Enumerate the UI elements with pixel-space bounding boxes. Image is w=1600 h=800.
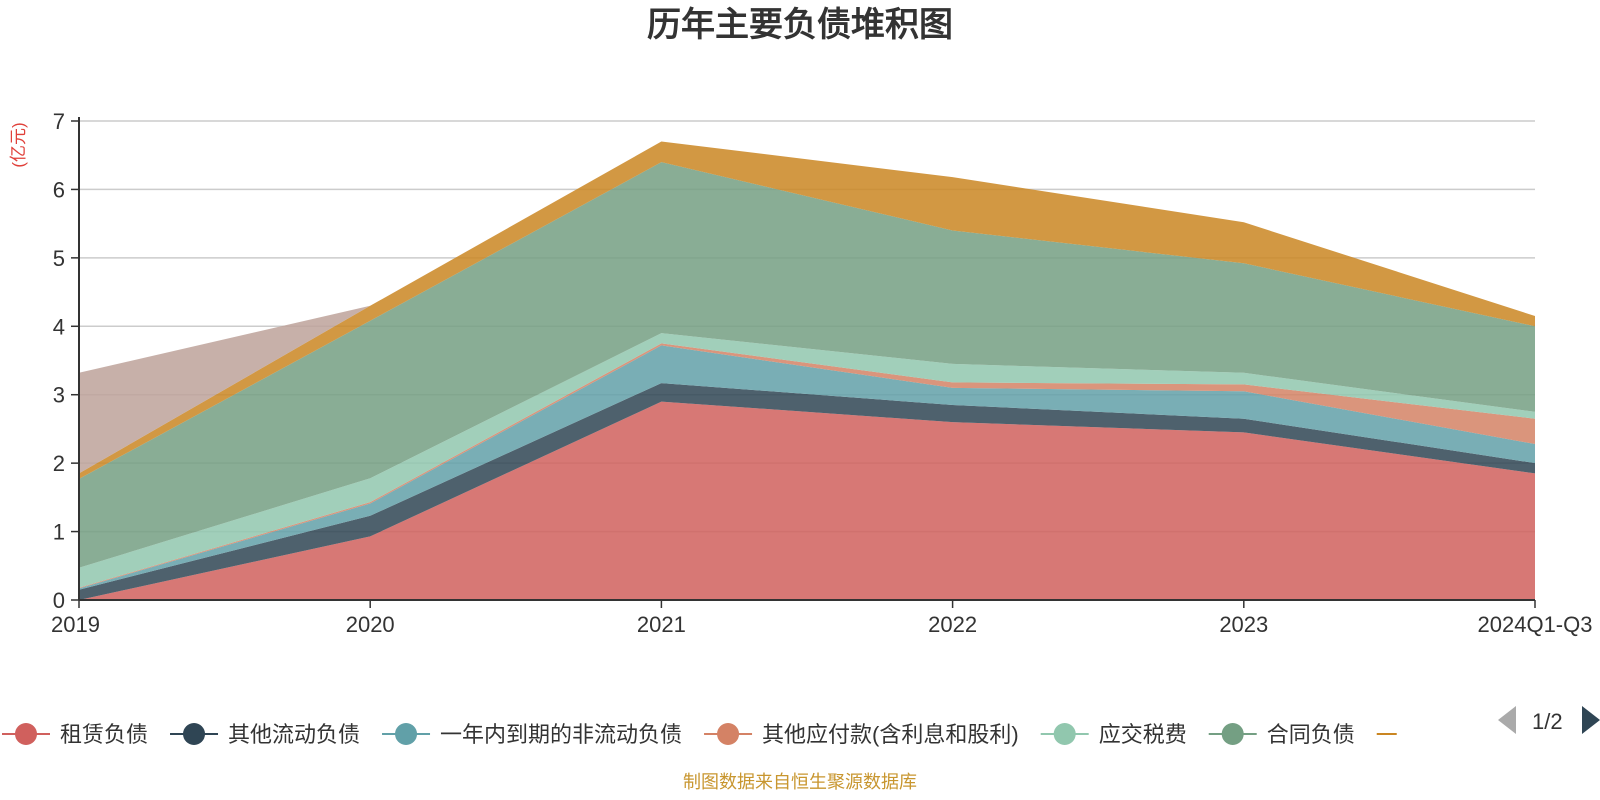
legend-dot-icon: [395, 723, 418, 745]
y-tick-label: 3: [53, 383, 65, 408]
area-series-5[interactable]: [79, 162, 1535, 568]
y-tick-label: 1: [53, 520, 65, 545]
legend-dot-icon: [1221, 723, 1244, 745]
y-axis-unit: (亿元): [9, 122, 28, 167]
y-tick-label: 0: [53, 588, 65, 613]
legend-dot-icon: [1053, 723, 1076, 745]
legend-prev-icon[interactable]: [1498, 706, 1516, 734]
legend-label: 合同负债: [1267, 722, 1355, 747]
area-series-6[interactable]: [79, 141, 1535, 479]
legend-next-icon[interactable]: [1582, 706, 1600, 734]
legend-item[interactable]: 合同负债: [1208, 722, 1355, 747]
data-source-note: 制图数据来自恒生聚源数据库: [683, 772, 917, 792]
y-tick-label: 7: [53, 109, 65, 134]
legend-item[interactable]: 其他流动负债: [170, 722, 360, 747]
y-tick-label: 4: [53, 314, 65, 339]
axes: [78, 117, 1535, 601]
legend-item[interactable]: 一年内到期的非流动负债: [382, 722, 682, 747]
legend-dot-icon: [183, 723, 206, 745]
y-tick-label: 2: [53, 451, 65, 476]
y-tick-labels: 0 1 2 3 4 5 6 7: [53, 109, 65, 613]
legend-item[interactable]: 应交税费: [1040, 722, 1187, 747]
legend-label: 应交税费: [1099, 722, 1187, 747]
area-series-0[interactable]: [79, 401, 1535, 600]
legend: 租赁负债 其他流动负债 一年内到期的非流动负债 其他应付款(含利息和股利) 应交税费 合同…: [2, 722, 1397, 747]
x-tick-label: 2023: [1219, 612, 1268, 637]
chart-title: 历年主要负债堆积图: [647, 6, 953, 44]
legend-item[interactable]: 其他应付款(含利息和股利): [704, 722, 1019, 747]
x-tick-label: 2021: [637, 612, 686, 637]
legend-pager: 1/2: [1498, 706, 1600, 734]
area-series-2[interactable]: [79, 345, 1535, 590]
legend-item[interactable]: 租赁负债: [2, 722, 148, 747]
x-tick-label: 2019: [51, 612, 100, 637]
legend-label: 其他流动负债: [228, 722, 360, 747]
legend-page-indicator: 1/2: [1532, 709, 1563, 734]
x-tick-label: 2022: [928, 612, 977, 637]
legend-label: 一年内到期的非流动负债: [440, 722, 682, 747]
x-tick-label: 2024Q1-Q3: [1478, 612, 1593, 637]
legend-dot-icon: [717, 723, 740, 745]
legend-label: 租赁负债: [60, 722, 148, 747]
legend-dot-icon: [15, 723, 37, 745]
area-series: [79, 141, 1535, 600]
x-tick-label: 2020: [346, 612, 395, 637]
y-tick-label: 6: [53, 177, 65, 202]
x-tick-labels: 2019 2020 2021 2022 2023 2024Q1-Q3: [51, 600, 1592, 637]
y-tick-label: 5: [53, 246, 65, 271]
legend-label: 其他应付款(含利息和股利): [762, 722, 1019, 747]
